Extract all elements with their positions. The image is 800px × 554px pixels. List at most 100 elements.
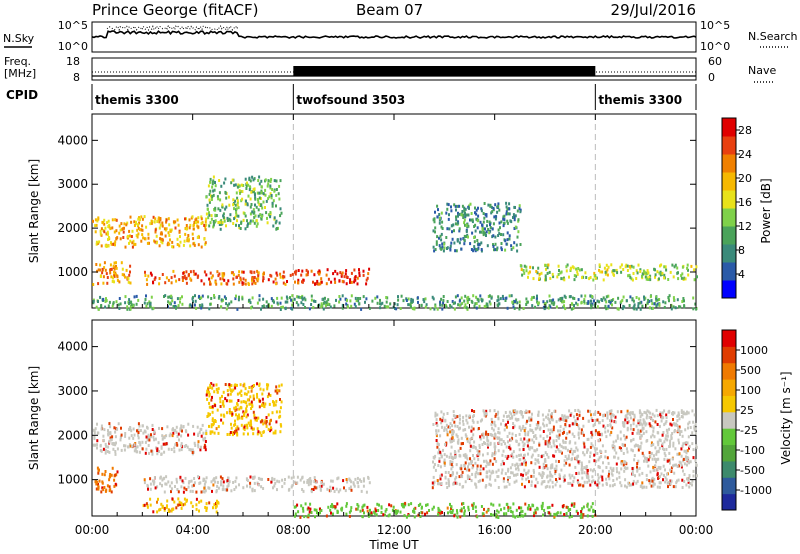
data-cell bbox=[133, 220, 136, 224]
data-cell bbox=[187, 237, 190, 241]
data-cell bbox=[214, 219, 217, 223]
data-cell bbox=[670, 470, 673, 473]
data-cell bbox=[597, 479, 600, 483]
data-cell bbox=[133, 443, 136, 447]
data-cell bbox=[459, 446, 462, 450]
range-tick-label: 2000 bbox=[57, 221, 88, 235]
data-cell bbox=[676, 414, 679, 418]
data-cell bbox=[680, 465, 683, 469]
data-cell bbox=[207, 388, 210, 391]
data-cell bbox=[117, 303, 120, 307]
data-cell bbox=[158, 426, 160, 430]
data-cell bbox=[491, 210, 494, 214]
data-cell bbox=[346, 298, 348, 302]
data-cell bbox=[413, 510, 416, 514]
range-tick-label: 4000 bbox=[57, 340, 88, 354]
data-cell bbox=[641, 426, 644, 430]
data-cell bbox=[451, 424, 454, 428]
data-cell bbox=[413, 515, 416, 519]
data-cell bbox=[105, 232, 108, 236]
data-cell bbox=[170, 490, 172, 494]
data-cell bbox=[654, 273, 657, 277]
data-cell bbox=[324, 304, 327, 307]
data-cell bbox=[646, 409, 649, 413]
data-cell bbox=[356, 276, 359, 280]
data-cell bbox=[519, 210, 522, 214]
data-cell bbox=[541, 480, 544, 484]
data-cell bbox=[449, 452, 452, 456]
data-cell bbox=[527, 504, 530, 507]
data-cell bbox=[570, 514, 573, 518]
data-cell bbox=[500, 242, 503, 245]
data-cell bbox=[92, 443, 95, 447]
data-cell bbox=[591, 502, 594, 506]
data-cell bbox=[168, 301, 171, 305]
data-cell bbox=[330, 479, 333, 483]
data-cell bbox=[314, 486, 317, 490]
data-cell bbox=[662, 431, 665, 434]
data-cell bbox=[107, 304, 110, 308]
data-cell bbox=[505, 210, 508, 214]
data-cell bbox=[486, 461, 489, 465]
data-cell bbox=[483, 305, 486, 308]
data-cell bbox=[278, 197, 281, 201]
data-cell bbox=[107, 236, 110, 239]
data-cell bbox=[250, 407, 253, 410]
data-cell bbox=[517, 468, 520, 472]
data-cell bbox=[469, 457, 471, 461]
data-cell bbox=[314, 515, 316, 519]
data-cell bbox=[590, 431, 593, 435]
data-cell bbox=[413, 507, 416, 511]
data-cell bbox=[204, 228, 207, 232]
data-cell bbox=[290, 476, 293, 480]
data-cell bbox=[262, 430, 265, 434]
data-cell bbox=[466, 307, 469, 311]
data-cell bbox=[558, 449, 561, 453]
data-cell bbox=[239, 405, 242, 409]
colorbar-tick-label: 8 bbox=[738, 244, 745, 257]
data-cell bbox=[665, 428, 668, 432]
data-cell bbox=[485, 464, 488, 468]
data-cell bbox=[555, 478, 557, 481]
data-cell bbox=[493, 248, 495, 252]
data-cell bbox=[409, 303, 411, 307]
data-cell bbox=[299, 296, 302, 299]
data-cell bbox=[367, 272, 370, 276]
data-cell bbox=[438, 457, 441, 461]
data-cell bbox=[120, 426, 122, 430]
data-cell bbox=[451, 508, 454, 512]
data-cell bbox=[609, 412, 612, 416]
data-cell bbox=[557, 448, 560, 451]
colorbar-bin bbox=[722, 172, 736, 191]
data-cell bbox=[584, 271, 587, 275]
data-cell bbox=[238, 184, 241, 188]
data-cell bbox=[680, 430, 683, 434]
data-cell bbox=[212, 189, 215, 193]
data-cell bbox=[578, 483, 580, 487]
data-cell bbox=[252, 208, 255, 212]
data-cell bbox=[278, 480, 281, 484]
data-cell bbox=[253, 276, 256, 279]
data-cell bbox=[189, 244, 192, 248]
data-cell bbox=[154, 240, 157, 244]
data-cell bbox=[251, 427, 254, 431]
data-cell bbox=[487, 433, 490, 436]
data-cell bbox=[455, 433, 458, 437]
data-cell bbox=[470, 299, 473, 303]
data-cell bbox=[648, 479, 651, 483]
data-cell bbox=[586, 502, 589, 506]
data-cell bbox=[480, 207, 483, 211]
data-cell bbox=[461, 485, 464, 489]
data-cell bbox=[629, 413, 632, 417]
data-cell bbox=[667, 481, 670, 485]
data-cell bbox=[515, 479, 518, 483]
data-cell bbox=[109, 263, 112, 267]
data-cell bbox=[601, 444, 604, 448]
data-cell bbox=[214, 206, 217, 210]
data-cell bbox=[461, 301, 464, 305]
data-cell bbox=[267, 179, 270, 183]
data-cell bbox=[450, 505, 453, 509]
data-cell bbox=[265, 305, 268, 309]
data-cell bbox=[210, 194, 212, 198]
data-cell bbox=[213, 477, 216, 481]
